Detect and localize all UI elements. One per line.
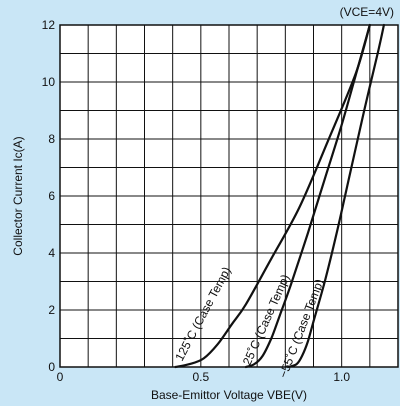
- curves-group: [174, 23, 385, 369]
- y-tick-label: 10: [42, 75, 56, 89]
- x-axis-label: Base-Emittor Voltage VBE(V): [151, 388, 307, 402]
- y-tick-label: 4: [48, 246, 55, 260]
- plot-frame: [59, 24, 399, 368]
- axis-ticks: 0 2 4 6 8 10 12 0 0.5 1.0: [42, 18, 351, 384]
- y-axis-label: Collector Current Ic(A): [11, 136, 25, 255]
- x-tick-label: 0.5: [192, 370, 209, 384]
- curve-minus55c: [287, 23, 385, 369]
- y-tick-label: 12: [42, 18, 56, 32]
- curve-125c: [174, 23, 371, 369]
- curve-25c: [244, 23, 371, 369]
- x-tick-label: 0: [57, 370, 64, 384]
- y-tick-label: 6: [48, 189, 55, 203]
- y-tick-label: 0: [48, 360, 55, 374]
- y-tick-label: 2: [48, 303, 55, 317]
- y-tick-label: 8: [48, 132, 55, 146]
- vce-annotation: (VCE=4V): [340, 5, 394, 19]
- x-tick-label: 1.0: [333, 370, 350, 384]
